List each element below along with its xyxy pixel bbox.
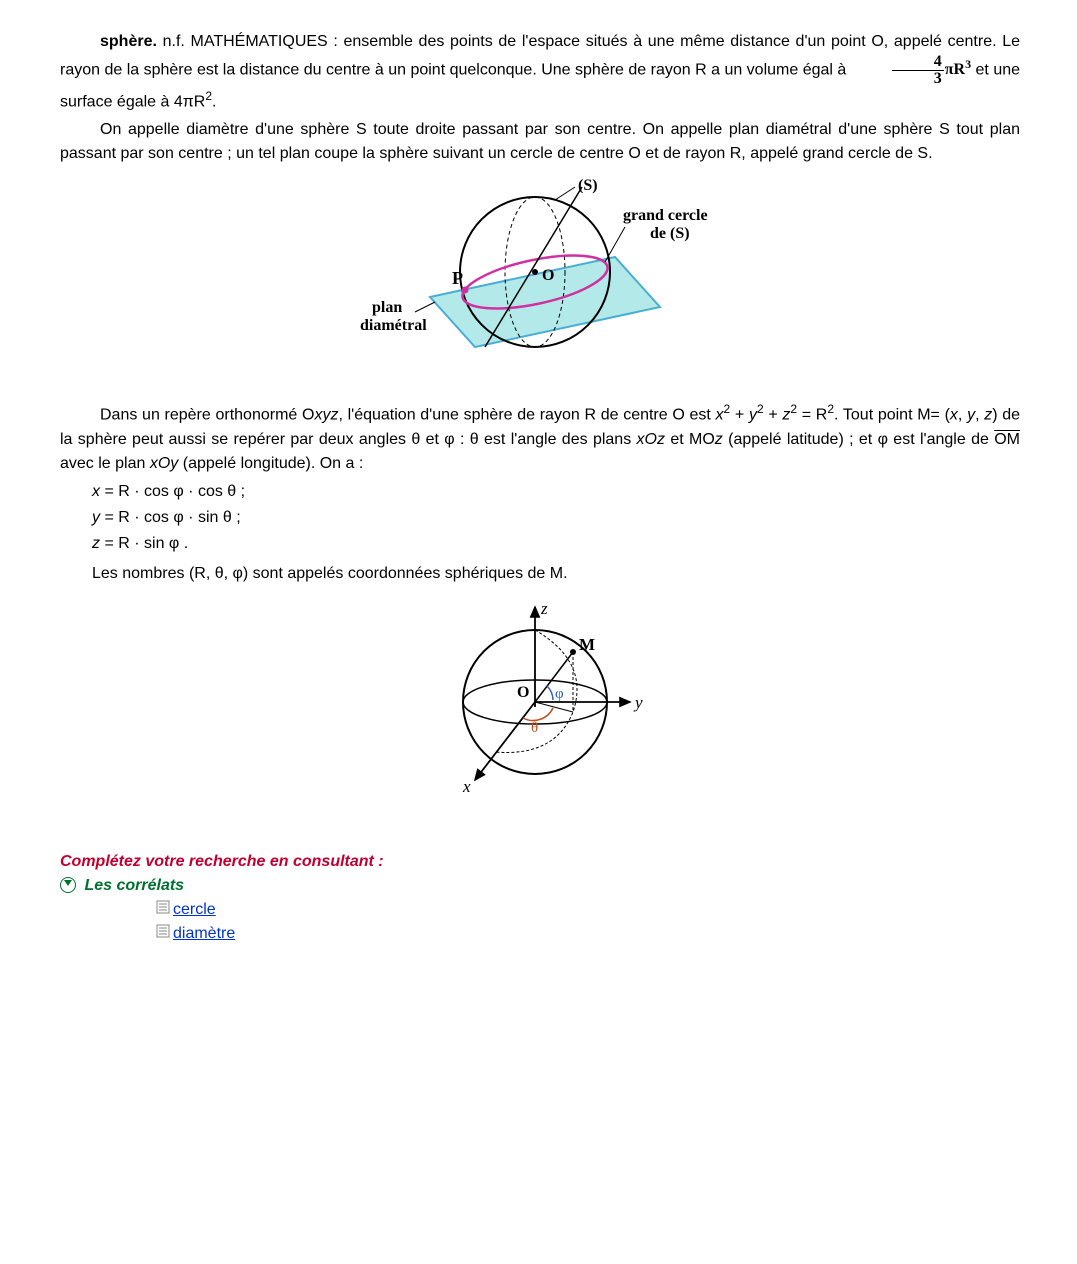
label-M: M bbox=[579, 635, 595, 654]
label-y: y bbox=[633, 693, 643, 712]
vector-OM: OM bbox=[994, 431, 1020, 448]
figure-spherical-coords: z y x O M φ θ bbox=[60, 592, 1020, 810]
equator-radius bbox=[535, 702, 573, 712]
label-z: z bbox=[540, 599, 548, 618]
label-phi: φ bbox=[555, 686, 564, 702]
line-OM bbox=[535, 652, 573, 702]
label-P: P bbox=[452, 268, 463, 288]
figure-sphere-plane: O P (S) grand cercle de (S) plan diamétr… bbox=[60, 172, 1020, 380]
label-diametral: diamétral bbox=[360, 317, 427, 334]
triangle-bullet-icon bbox=[60, 877, 76, 893]
label-S: (S) bbox=[578, 177, 598, 194]
definition-paragraph: sphère. n.f. MATHÉMATIQUES : ensemble de… bbox=[60, 30, 1020, 114]
sphere-diagram-svg: O P (S) grand cercle de (S) plan diamétr… bbox=[360, 172, 720, 372]
label-O: O bbox=[542, 267, 554, 284]
spherical-coords-svg: z y x O M φ θ bbox=[425, 592, 655, 802]
eq-y: y = R · cos φ · sin θ ; bbox=[92, 506, 1020, 530]
domain-label: MATHÉMATIQUES bbox=[191, 33, 328, 50]
label-theta: θ bbox=[531, 720, 538, 736]
part-of-speech: n.f. bbox=[163, 33, 185, 50]
eq-z: z = R · sin φ . bbox=[92, 532, 1020, 556]
leader-plan bbox=[415, 302, 435, 312]
related-links: cercle diamètre bbox=[156, 898, 1020, 946]
phi-arc bbox=[547, 686, 553, 700]
leader-S bbox=[555, 187, 575, 200]
link-diametre[interactable]: diamètre bbox=[173, 925, 235, 942]
volume-formula: 43πR3 bbox=[851, 54, 971, 87]
label-O-2: O bbox=[517, 684, 529, 701]
correlats-subtitle: Les corrélats bbox=[84, 877, 184, 894]
diameter-paragraph: On appelle diamètre d'une sphère S toute… bbox=[60, 118, 1020, 166]
label-de-S: de (S) bbox=[650, 225, 690, 242]
link-item: cercle bbox=[156, 898, 1020, 922]
theta-arc bbox=[523, 708, 553, 720]
headword: sphère. bbox=[100, 33, 157, 50]
document-icon bbox=[156, 922, 170, 946]
eq-conclusion: Les nombres (R, θ, φ) sont appelés coord… bbox=[92, 562, 1020, 586]
label-plan: plan bbox=[372, 299, 402, 316]
def-text-2c: . bbox=[212, 93, 216, 110]
correlats-line: Les corrélats bbox=[60, 874, 1020, 898]
fraction-4-3: 43 bbox=[892, 54, 944, 87]
def-text-2b: R bbox=[194, 93, 206, 110]
link-item: diamètre bbox=[156, 922, 1020, 946]
label-grand-cercle: grand cercle bbox=[623, 207, 708, 224]
center-point bbox=[532, 269, 538, 275]
coordinate-equations: x = R · cos φ · cos θ ; y = R · cos φ · … bbox=[92, 480, 1020, 586]
link-cercle[interactable]: cercle bbox=[173, 901, 216, 918]
document-icon bbox=[156, 898, 170, 922]
research-title: Complétez votre recherche en consultant … bbox=[60, 850, 1020, 874]
eq-x: x = R · cos φ · cos θ ; bbox=[92, 480, 1020, 504]
label-x: x bbox=[462, 777, 471, 796]
pi-symbol: π bbox=[183, 93, 194, 110]
equation-paragraph: Dans un repère orthonormé Oxyz, l'équati… bbox=[60, 400, 1020, 475]
